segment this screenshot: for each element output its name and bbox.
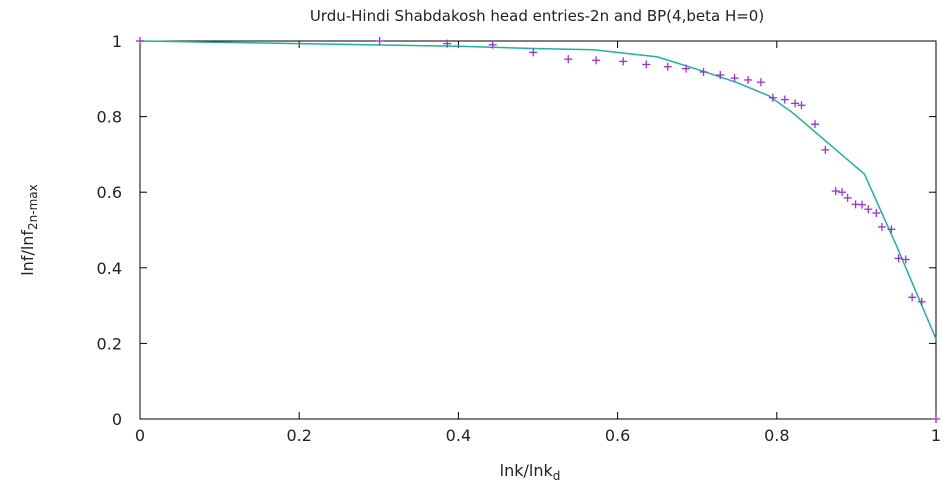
- plot-frame: [139, 40, 937, 420]
- data-point: [894, 254, 903, 263]
- x-tick-label: 0: [135, 426, 145, 445]
- data-point: [529, 48, 538, 57]
- data-point: [877, 222, 886, 231]
- data-point: [699, 67, 708, 76]
- data-point: [663, 62, 672, 71]
- x-tick-label: 0.2: [286, 426, 311, 445]
- x-tick-label: 0.8: [764, 426, 789, 445]
- data-point: [797, 101, 806, 110]
- data-point: [901, 255, 910, 264]
- y-axis-label: lnf/lnf2n-max: [18, 184, 40, 276]
- data-point: [564, 55, 573, 64]
- data-point: [756, 78, 765, 87]
- data-point: [838, 188, 847, 197]
- x-tick-label: 0.6: [605, 426, 630, 445]
- data-point: [791, 99, 800, 108]
- fit-curve: [139, 40, 937, 340]
- data-point: [831, 187, 840, 196]
- axis-ticks: 0 0.2 0.4 0.6 0.8 1 0 0.2 0.4 0.6 0.8 1: [97, 32, 942, 445]
- data-point: [917, 297, 926, 306]
- data-point: [682, 64, 691, 73]
- data-point: [908, 293, 917, 302]
- data-point: [843, 193, 852, 202]
- y-tick-label: 0: [112, 410, 122, 429]
- data-point: [136, 37, 144, 45]
- x-axis-label-sub: d: [553, 469, 561, 483]
- data-point: [887, 225, 896, 234]
- y-tick-label: 0.8: [97, 108, 122, 127]
- data-point: [642, 60, 651, 69]
- data-point: [857, 200, 866, 209]
- data-point: [592, 56, 601, 65]
- x-tick-label: 1: [931, 426, 941, 445]
- data-point: [375, 37, 384, 45]
- data-point: [872, 208, 881, 217]
- data-point: [932, 415, 940, 423]
- y-tick-label: 0.4: [97, 259, 122, 278]
- y-axis-label-main: lnf/lnf: [18, 230, 37, 276]
- data-point: [488, 40, 497, 49]
- y-tick-label: 0.6: [97, 183, 122, 202]
- fit-line-layer: [139, 40, 937, 340]
- y-tick-label: 0.2: [97, 334, 122, 353]
- data-point: [821, 145, 830, 154]
- svg-text:lnf/lnf2n-max: lnf/lnf2n-max: [18, 184, 40, 276]
- data-point: [811, 120, 820, 129]
- data-point: [619, 57, 628, 66]
- data-point: [744, 75, 753, 84]
- data-point: [780, 95, 789, 104]
- data-points-layer: [136, 37, 940, 423]
- data-point: [443, 39, 452, 48]
- x-axis-label: lnk/lnkd: [500, 461, 561, 483]
- data-point: [730, 74, 739, 83]
- y-axis-label-sub: 2n-max: [26, 184, 40, 230]
- y-tick-label: 1: [112, 32, 122, 51]
- data-point: [716, 71, 725, 80]
- x-tick-label: 0.4: [446, 426, 471, 445]
- x-axis-label-main: lnk/lnk: [500, 461, 554, 480]
- data-point: [768, 93, 777, 102]
- data-point: [864, 205, 873, 214]
- chart-title: Urdu-Hindi Shabdakosh head entries-2n an…: [310, 7, 764, 25]
